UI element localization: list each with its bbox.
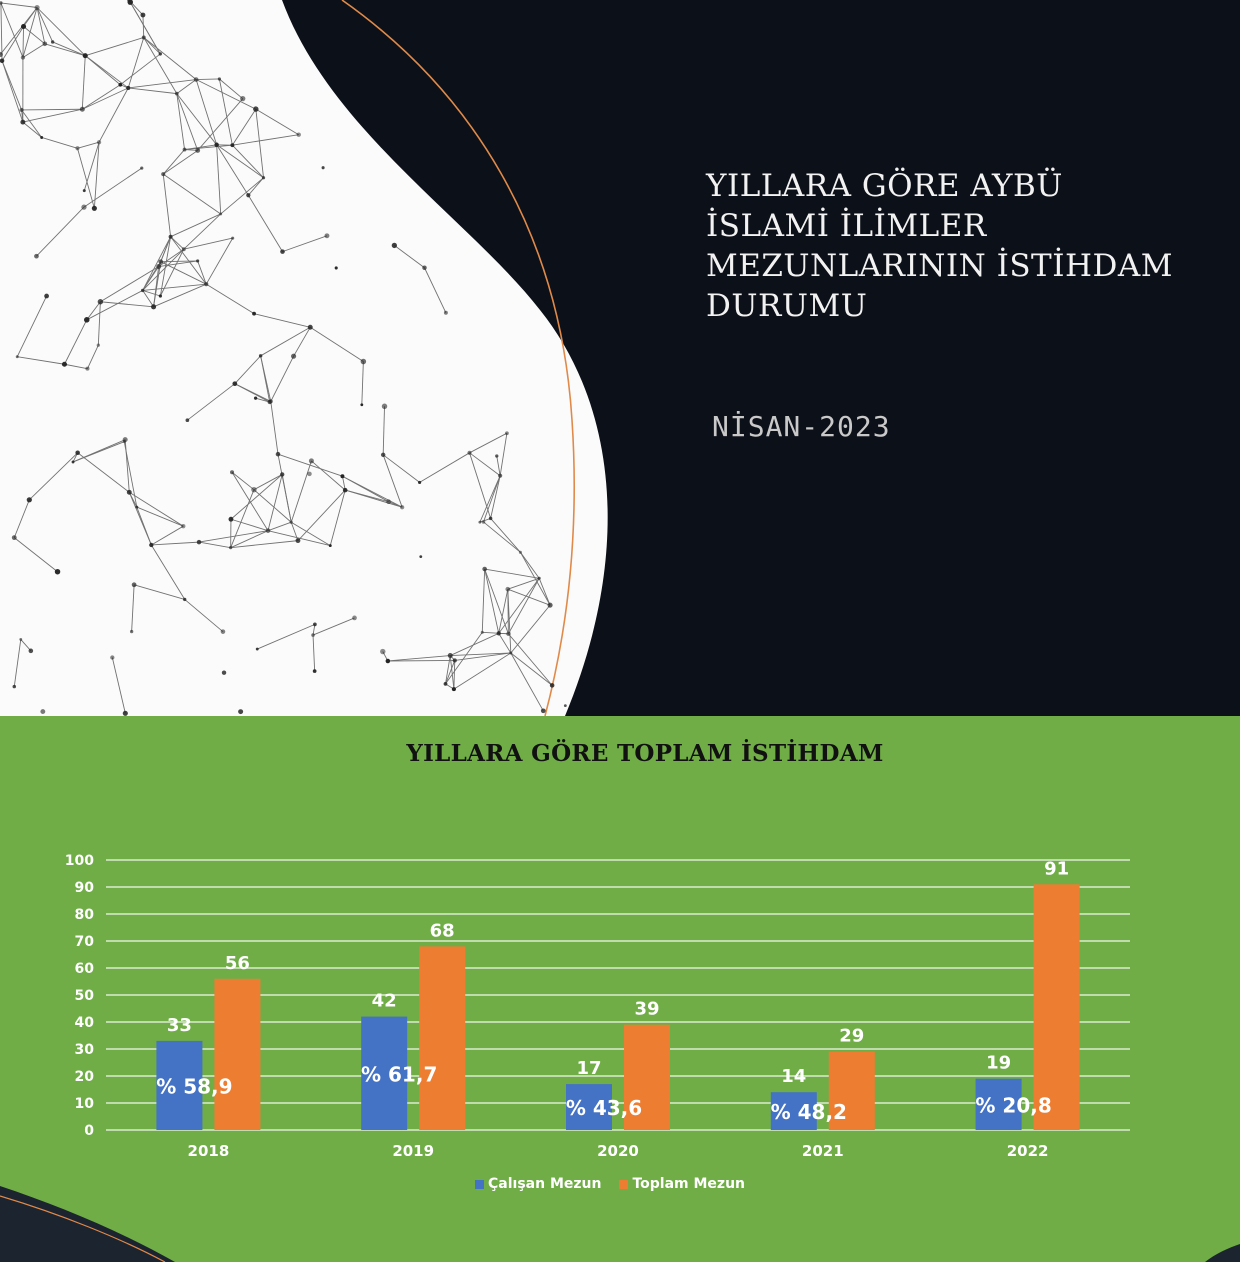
chart-legend: Çalışan Mezun Toplam Mezun bbox=[0, 1176, 1220, 1192]
x-tick-label: 2020 bbox=[597, 1142, 639, 1160]
percent-label: % 61,7 bbox=[361, 1062, 437, 1086]
percent-label: % 48,2 bbox=[771, 1100, 847, 1124]
bar-chart: 0 10 20 30 40 50 60 70 80 90 100 33 56 % 58,9 2018 42 68… bbox=[65, 853, 1130, 1160]
bar-value-label: 56 bbox=[225, 953, 250, 974]
y-tick-label: 10 bbox=[75, 1096, 95, 1112]
bar-value-label: 42 bbox=[372, 991, 397, 1012]
bar-employed bbox=[566, 1084, 612, 1130]
dark-corner-decoration bbox=[0, 1186, 1240, 1262]
bar-employed bbox=[770, 1092, 817, 1130]
bar-total bbox=[828, 1051, 875, 1130]
legend-swatch-employed bbox=[475, 1179, 484, 1189]
cover-title-line: DURUMU bbox=[706, 288, 868, 324]
legend-label-total: Toplam Mezun bbox=[632, 1176, 745, 1192]
y-tick-label: 20 bbox=[75, 1069, 95, 1085]
cover-title-line: MEZUNLARININ İSTİHDAM bbox=[706, 248, 1173, 284]
bar-employed bbox=[361, 1016, 408, 1130]
y-tick-label: 30 bbox=[75, 1042, 95, 1058]
network-lines bbox=[0, 0, 553, 714]
percent-label: % 20,8 bbox=[975, 1093, 1051, 1117]
cover-title: YILLARA GÖRE AYBÜ İSLAMİ İLİMLER MEZUNLA… bbox=[706, 166, 1206, 326]
network-illustration bbox=[0, 0, 608, 716]
bar-value-label: 68 bbox=[430, 920, 455, 941]
y-tick-label: 50 bbox=[75, 988, 95, 1004]
orange-arc-line bbox=[341, 0, 575, 716]
percent-label: % 43,6 bbox=[566, 1096, 642, 1120]
x-tick-label: 2019 bbox=[392, 1142, 434, 1160]
cover-date: NİSAN-2023 bbox=[712, 410, 891, 443]
cover-title-line: İSLAMİ İLİMLER bbox=[706, 208, 987, 244]
network-nodes bbox=[0, 0, 567, 716]
chart-title: YILLARA GÖRE TOPLAM İSTİHDAM bbox=[406, 740, 884, 767]
chart-panel: YILLARA GÖRE TOPLAM İSTİHDAM 0 10 20 30 40 50… bbox=[0, 716, 1240, 1262]
legend-item-employed: Çalışan Mezun bbox=[475, 1176, 601, 1192]
y-tick-label: 70 bbox=[75, 934, 95, 950]
bar-value-label: 91 bbox=[1044, 858, 1069, 879]
bar-value-label: 33 bbox=[167, 1015, 192, 1036]
bar-total bbox=[419, 946, 466, 1130]
y-tick-label: 90 bbox=[75, 880, 95, 896]
bar-total bbox=[624, 1024, 670, 1130]
cover-slide: YILLARA GÖRE AYBÜ İSLAMİ İLİMLER MEZUNLA… bbox=[0, 0, 1206, 716]
bar-total bbox=[1033, 884, 1080, 1130]
bar-value-label: 39 bbox=[634, 999, 659, 1020]
bar-employed bbox=[975, 1078, 1022, 1130]
bar-value-label: 19 bbox=[986, 1053, 1011, 1074]
legend-swatch-total bbox=[619, 1179, 629, 1189]
bar-total bbox=[214, 978, 261, 1130]
legend-label-employed: Çalışan Mezun bbox=[488, 1176, 602, 1192]
bar-employed bbox=[156, 1040, 203, 1130]
bar-value-label: 17 bbox=[576, 1058, 601, 1079]
x-tick-label: 2018 bbox=[188, 1142, 230, 1160]
x-tick-label: 2021 bbox=[802, 1142, 844, 1160]
legend-item-total: Toplam Mezun bbox=[619, 1176, 745, 1192]
y-tick-label: 60 bbox=[75, 961, 95, 977]
bar-value-label: 14 bbox=[781, 1066, 806, 1087]
white-shape bbox=[0, 0, 608, 716]
cover-title-line: YILLARA GÖRE AYBÜ bbox=[706, 168, 1063, 204]
bar-value-label: 29 bbox=[839, 1026, 864, 1047]
y-tick-label: 80 bbox=[75, 907, 95, 923]
x-tick-label: 2022 bbox=[1007, 1142, 1049, 1160]
y-tick-label: 40 bbox=[75, 1015, 95, 1031]
y-tick-label: 0 bbox=[84, 1123, 94, 1139]
percent-label: % 58,9 bbox=[156, 1074, 232, 1098]
y-tick-label: 100 bbox=[65, 853, 94, 869]
